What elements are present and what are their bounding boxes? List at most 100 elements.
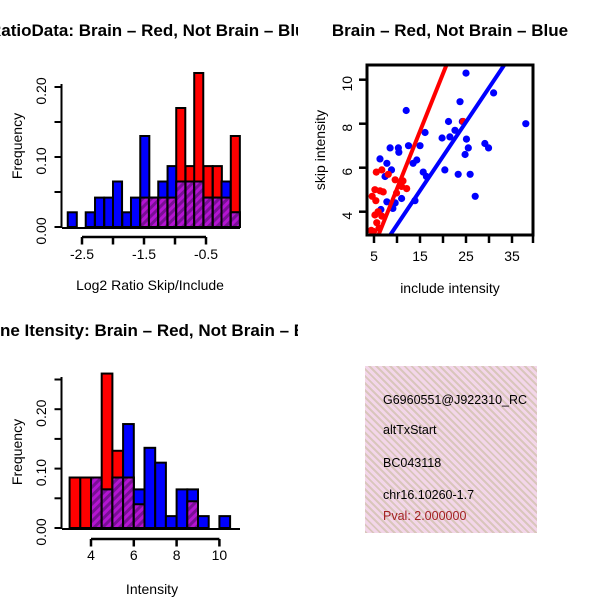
y-tick-label: 0.10: [33, 459, 49, 486]
hist-bar-red: [68, 476, 82, 530]
scatter-point-blue: [446, 133, 454, 141]
intensity-scatter: 5 15 25 35 4 6 8 10: [339, 63, 535, 264]
scatter-point-blue: [484, 144, 493, 152]
scatter-point-blue: [466, 170, 474, 178]
scatter-point-blue: [438, 134, 446, 142]
scatter-point-blue: [464, 144, 472, 152]
y-tick-label: 10: [339, 76, 355, 92]
scatter-point-blue: [404, 142, 413, 150]
gene-intensity-histogram: 0.00 0.10 0.20 4 6 8 10: [33, 372, 240, 563]
hist-bar-blue: [197, 515, 210, 529]
scatter-point-blue: [451, 126, 459, 134]
scatter-point-blue: [471, 192, 479, 200]
gene-info-panel: G6960551@J922310_RC altTxStart BC043118 …: [365, 366, 537, 533]
hist-bar-overlap: [90, 476, 103, 530]
hist-bar-blue: [175, 488, 189, 530]
scatter-point-blue: [490, 89, 498, 97]
hist-bar-blue: [143, 446, 157, 529]
hist-intensity-title-clip: ne Itensity: Brain – Red, Not Brain – B: [0, 321, 298, 347]
scatter-point-red: [376, 187, 384, 195]
scatter-point-blue: [376, 155, 384, 163]
hist-bar-overlap: [220, 196, 232, 229]
scatter-point-red: [391, 176, 399, 184]
hist-bar-overlap: [100, 488, 114, 530]
scatter-point-blue: [383, 159, 391, 167]
regression-line-red: [376, 65, 449, 235]
scatter-point-blue: [386, 144, 394, 152]
scatter-point-red: [384, 170, 392, 178]
y-tick-label: 0.00: [33, 518, 49, 545]
scatter-point-red: [374, 208, 382, 216]
scatter-point-blue: [456, 98, 464, 106]
scatter-point-blue: [398, 194, 406, 203]
x-tick-label: -1.5: [132, 246, 156, 262]
log-ratio-histogram: 0.00 0.10 0.20 -2.5 -1.5 -0.5: [33, 72, 241, 262]
gene-probe-id: G6960551@J922310_RC: [383, 393, 528, 407]
scatter-point-blue: [461, 150, 469, 159]
y-tick-label: 0.00: [33, 217, 49, 244]
x-tick-label: 35: [504, 248, 520, 264]
hist-ratio-title-clip: RatioData: Brain – Red, Not Brain – Blu: [0, 21, 298, 47]
x-tick-label: 10: [212, 547, 228, 563]
y-tick-label: 8: [339, 124, 355, 132]
scatter-point-red: [378, 166, 386, 174]
scatter-ylabel: skip intensity: [312, 109, 328, 191]
hist-ratio-xlabel: Log2 Ratio Skip/Include: [76, 277, 224, 293]
y-tick-label: 0.20: [33, 399, 49, 426]
scatter-point-blue: [409, 159, 417, 167]
hist-bar-overlap: [193, 180, 205, 228]
scatter-point-blue: [383, 198, 391, 206]
x-tick-label: 25: [458, 248, 474, 264]
hist-bar-blue: [84, 211, 96, 229]
hist-intensity-title: ne Itensity: Brain – Red, Not Brain – B: [0, 321, 298, 340]
gene-accession: BC043118: [383, 456, 442, 470]
scatter-point-blue: [416, 142, 424, 150]
scatter-title: Brain – Red, Not Brain – Blue: [331, 21, 569, 40]
hist-bar-blue: [154, 461, 167, 529]
hist-bar-overlap: [157, 196, 169, 229]
scatter-point-red: [372, 197, 380, 205]
hist-bar-overlap: [122, 476, 135, 530]
hist-bar-blue: [164, 515, 178, 529]
gene-locus: chr16.10260-1.7: [383, 488, 475, 502]
gene-event-type: altTxStart: [383, 423, 437, 437]
x-tick-label: 4: [87, 547, 95, 563]
hist-bar-overlap: [229, 211, 241, 229]
scatter-xlabel: include intensity: [400, 280, 500, 296]
hist-bar-overlap: [202, 196, 214, 229]
scatter-point-red: [373, 219, 381, 227]
hist-bar-overlap: [111, 476, 125, 530]
hist-bar-overlap: [132, 503, 146, 529]
regression-line-blue: [387, 65, 507, 235]
scatter-point-blue: [462, 69, 470, 77]
y-tick-label: 4: [339, 212, 355, 220]
scatter-point-red: [403, 185, 411, 193]
hist-ratio-ylabel: Frequency: [9, 112, 25, 180]
hist-bar-blue: [218, 515, 232, 529]
hist-bar-blue: [129, 196, 142, 229]
x-tick-label: 6: [130, 547, 138, 563]
hist-bar-red: [79, 476, 93, 530]
gene-pval: Pval: 2.000000: [383, 509, 467, 523]
hist-ratio-title: RatioData: Brain – Red, Not Brain – Blu: [0, 21, 298, 40]
scatter-point-red: [369, 227, 378, 235]
scatter-point-blue: [522, 120, 530, 128]
hist-bar-overlap: [175, 180, 187, 228]
scatter-point-blue: [444, 117, 453, 126]
y-tick-label: 0.10: [33, 147, 49, 174]
scatter-point-blue: [462, 135, 471, 143]
x-tick-label: 15: [412, 248, 428, 264]
scatter-point-blue: [441, 166, 449, 174]
x-tick-label: -0.5: [194, 246, 218, 262]
y-tick-label: 0.20: [33, 77, 49, 104]
hist-intensity-xlabel: Intensity: [125, 581, 179, 597]
scatter-point-red: [372, 168, 380, 176]
scatter-point-blue: [454, 170, 462, 178]
hist-bar-blue: [94, 196, 106, 229]
x-tick-label: 8: [173, 547, 181, 563]
y-tick-label: 6: [339, 168, 355, 176]
scatter-plot-box: [365, 63, 535, 237]
hist-bar-blue: [66, 211, 78, 229]
